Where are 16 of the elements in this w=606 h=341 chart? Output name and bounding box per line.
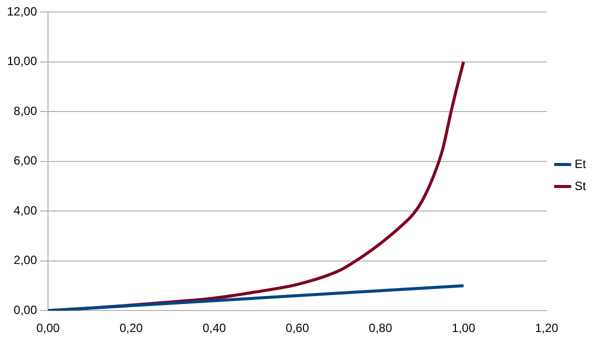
legend-label: St <box>574 178 587 193</box>
y-tick-label: 4,00 <box>14 203 38 218</box>
x-tick-label: 0,00 <box>36 321 60 336</box>
x-tick-label: 1,00 <box>452 321 476 336</box>
x-tick-label: 0,40 <box>202 321 226 336</box>
x-tick-label: 0,60 <box>286 321 310 336</box>
y-tick-label: 12,00 <box>7 4 38 18</box>
y-tick-label: 10,00 <box>7 54 38 68</box>
y-tick-label: 8,00 <box>14 104 38 118</box>
y-tick-label: 0,00 <box>14 302 38 317</box>
x-tick-label: 0,20 <box>119 321 144 336</box>
x-tick-label: 0,80 <box>368 321 392 336</box>
y-tick-label: 6,00 <box>14 154 38 168</box>
y-tick-label: 2,00 <box>14 253 38 268</box>
x-tick-label: 1,20 <box>534 321 559 336</box>
legend-label: Et <box>574 156 587 171</box>
